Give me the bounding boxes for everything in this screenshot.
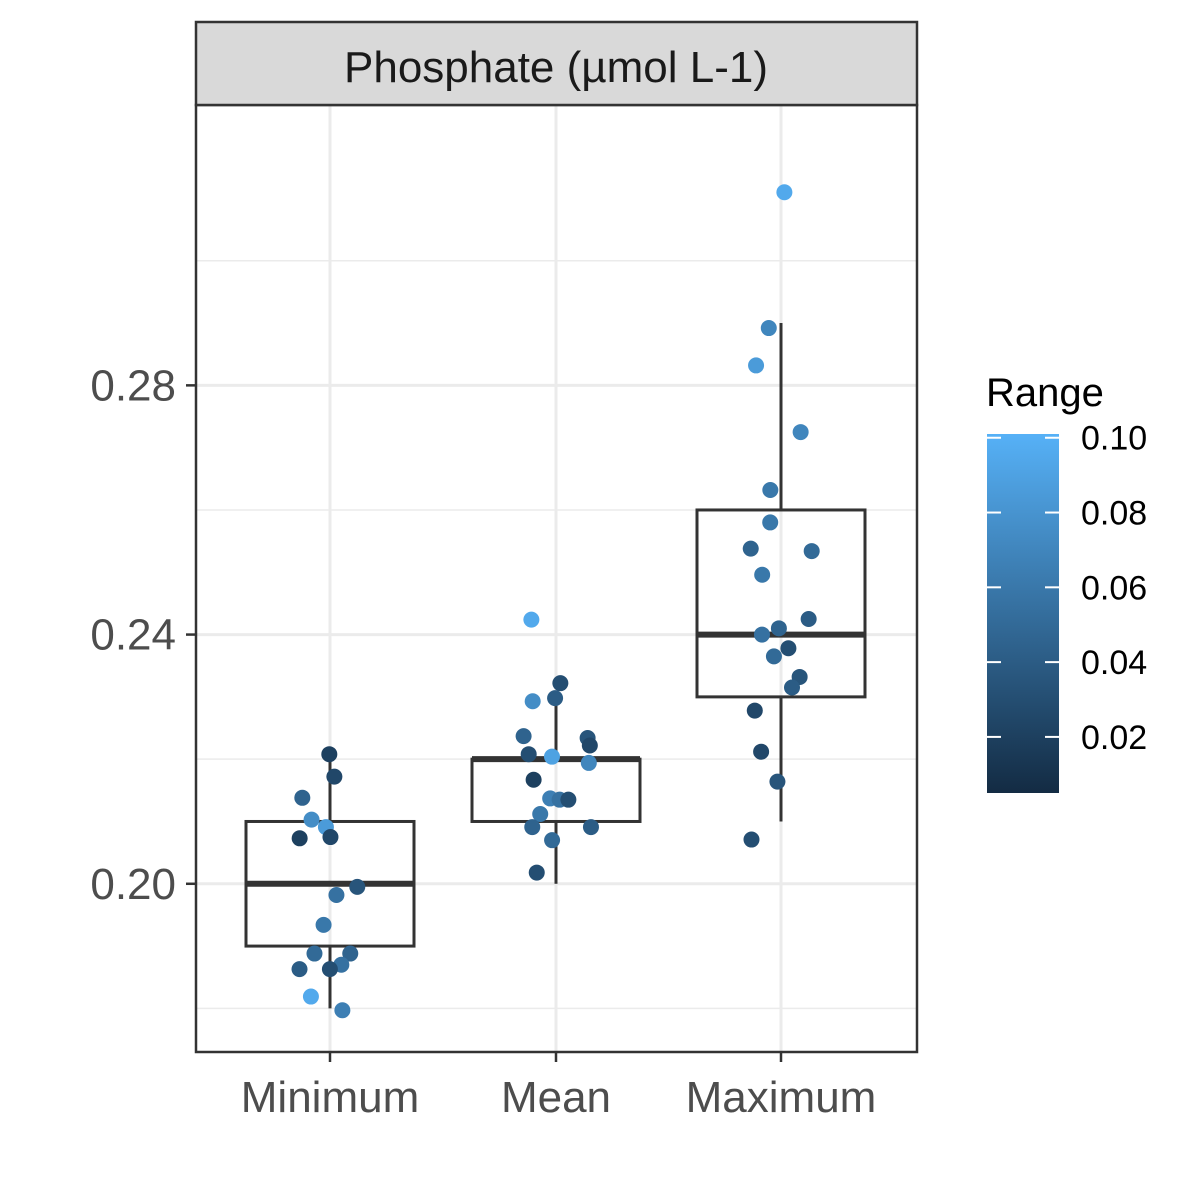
data-point xyxy=(334,1002,351,1019)
x-tick-label: Mean xyxy=(501,1073,611,1122)
data-point xyxy=(349,878,366,895)
data-point xyxy=(582,819,599,836)
data-point xyxy=(322,829,339,846)
legend-tick-label: 0.04 xyxy=(1081,644,1147,682)
data-point xyxy=(523,611,540,628)
data-point xyxy=(520,746,537,763)
data-point xyxy=(524,819,541,836)
jitter-points xyxy=(291,184,820,1019)
data-point xyxy=(291,961,308,978)
data-point xyxy=(528,864,545,881)
x-tick-label: Minimum xyxy=(241,1073,419,1122)
data-point xyxy=(547,690,564,707)
data-point xyxy=(328,886,345,903)
data-point xyxy=(803,543,820,560)
data-point xyxy=(315,916,332,933)
data-point xyxy=(770,620,787,637)
data-point xyxy=(291,830,308,847)
data-point xyxy=(294,789,311,806)
data-point xyxy=(784,679,801,696)
data-point xyxy=(524,693,541,710)
data-point xyxy=(748,357,765,374)
data-point xyxy=(776,184,793,201)
box-maximum xyxy=(695,323,867,822)
data-point xyxy=(544,832,561,849)
x-axis: Minimum Mean Maximum xyxy=(241,1052,877,1122)
data-point xyxy=(792,424,809,441)
data-point xyxy=(762,482,779,499)
data-point xyxy=(753,743,770,760)
data-point xyxy=(769,773,786,790)
legend-tick-label: 0.06 xyxy=(1081,569,1147,607)
data-point xyxy=(581,737,598,754)
legend-tick-label: 0.02 xyxy=(1081,719,1147,757)
box-body xyxy=(695,508,867,699)
data-point xyxy=(321,746,338,763)
data-point xyxy=(765,648,782,665)
data-point xyxy=(342,945,359,962)
data-point xyxy=(321,961,338,978)
data-point xyxy=(746,702,763,719)
y-tick-label: 0.28 xyxy=(90,361,176,410)
legend-tick-label: 0.10 xyxy=(1081,420,1147,458)
data-point xyxy=(754,566,771,583)
legend-title: Range xyxy=(986,371,1104,415)
data-point xyxy=(515,728,532,745)
y-tick-label: 0.20 xyxy=(90,860,176,909)
data-point xyxy=(742,540,759,557)
data-point xyxy=(753,626,770,643)
data-point xyxy=(780,640,797,657)
x-tick-label: Maximum xyxy=(686,1073,877,1122)
data-point xyxy=(302,988,319,1005)
y-axis: 0.20 0.24 0.28 xyxy=(90,361,196,909)
legend-tick-label: 0.08 xyxy=(1081,495,1147,533)
data-point xyxy=(580,754,597,771)
data-point xyxy=(303,811,320,828)
y-tick-label: 0.24 xyxy=(90,611,176,660)
facet-title: Phosphate (µmol L-1) xyxy=(344,43,768,92)
legend-colorbar xyxy=(987,434,1059,793)
grid-lines xyxy=(196,105,917,1052)
data-point xyxy=(532,806,549,823)
data-point xyxy=(525,771,542,788)
data-point xyxy=(560,791,577,808)
data-point xyxy=(552,675,569,692)
data-point xyxy=(743,831,760,848)
data-point xyxy=(760,320,777,337)
data-point xyxy=(762,514,779,531)
facet-strip xyxy=(194,20,919,107)
data-point xyxy=(800,610,817,627)
legend: Range 0.02 0.04 0.06 0.08 0.10 xyxy=(986,371,1147,793)
data-point xyxy=(306,945,323,962)
data-point xyxy=(543,748,560,765)
data-point xyxy=(326,768,343,785)
